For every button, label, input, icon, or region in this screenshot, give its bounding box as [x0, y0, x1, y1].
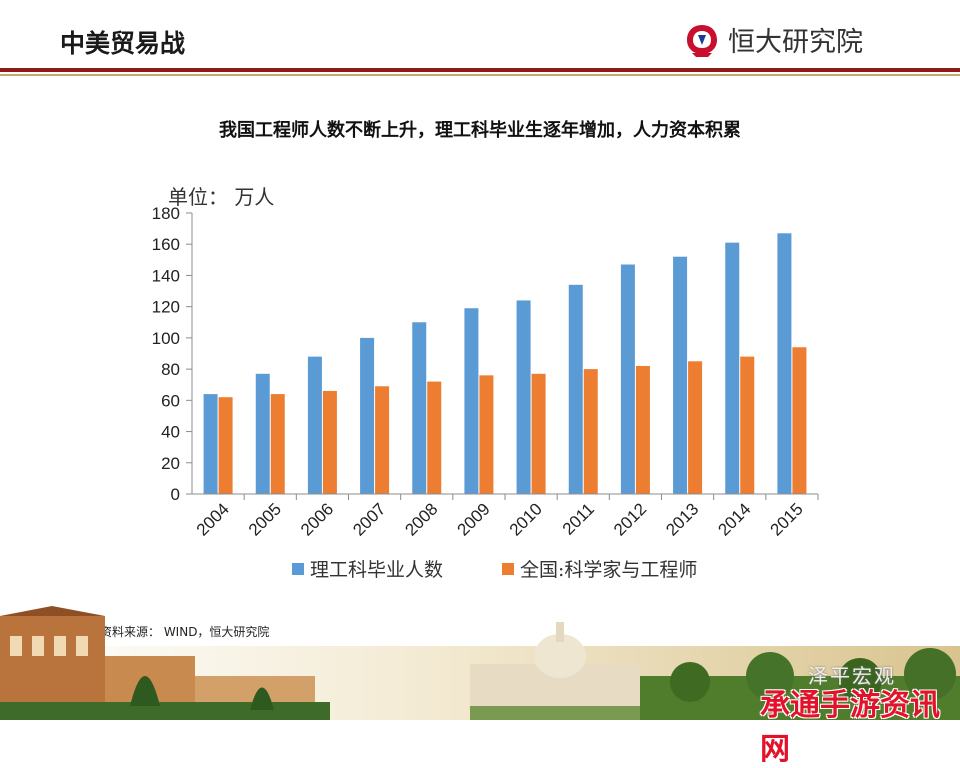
bar [307, 356, 322, 494]
x-axis: 2004 2005 2006 2007 2008 2009 2010 2011 2012 2013… [192, 493, 819, 540]
bar [464, 308, 479, 494]
bar [375, 386, 390, 494]
page-title: 中美贸易战 [60, 29, 186, 58]
legend-label: 全国:科学家与工程师 [520, 559, 697, 581]
y-tick-label: 40 [161, 423, 180, 442]
y-tick-label: 140 [152, 266, 180, 285]
capitol-image [470, 622, 660, 720]
x-tick-label: 2014 [714, 499, 754, 539]
header-rule-gold [0, 74, 960, 76]
bar [203, 394, 218, 494]
bar [255, 373, 270, 494]
legend-label: 理工科毕业人数 [310, 559, 443, 581]
watermark-site: 承通手游资讯网 [760, 688, 940, 767]
x-tick-label: 2015 [767, 499, 807, 539]
y-tick-label: 100 [152, 329, 180, 348]
x-tick-label: 2005 [245, 499, 285, 539]
bar [412, 322, 427, 494]
bar [635, 365, 650, 494]
bar [531, 373, 546, 494]
y-tick-label: 0 [171, 485, 180, 504]
y-tick-label: 80 [161, 360, 180, 379]
trees-right-image [640, 648, 960, 720]
bar [777, 233, 792, 495]
bar [673, 256, 688, 494]
brand-logo-icon [687, 24, 717, 57]
bar [792, 347, 807, 494]
y-tick-label: 180 [152, 204, 180, 223]
bar [322, 390, 337, 494]
chart-title: 我国工程师人数不断上升，理工科毕业生逐年增加，人力资本积累 [219, 120, 741, 141]
bar [688, 361, 703, 494]
y-axis: 0 20 40 60 80 100 120 140 160 180 [152, 204, 193, 504]
bar-series [203, 233, 807, 495]
x-tick-label: 2007 [349, 499, 389, 539]
bar [568, 284, 583, 494]
x-tick-label: 2013 [662, 499, 702, 539]
y-tick-label: 120 [152, 298, 180, 317]
y-tick-label: 160 [152, 235, 180, 254]
legend-swatch [292, 563, 304, 575]
palace-left-image [0, 606, 330, 720]
legend-swatch [502, 563, 514, 575]
footer-banner [0, 606, 960, 720]
bar [620, 264, 635, 494]
header-rule [0, 68, 960, 72]
source-note: 资料来源： WIND，恒大研究院 [100, 625, 270, 639]
bar [516, 300, 531, 494]
x-tick-label: 2008 [401, 499, 441, 539]
bar [218, 397, 233, 494]
watermark-channel: 泽平宏观 [808, 664, 896, 688]
x-tick-label: 2010 [506, 499, 546, 539]
brand-name: 恒大研究院 [728, 27, 863, 58]
y-tick-label: 20 [161, 454, 180, 473]
bar [725, 242, 740, 494]
bar [479, 375, 494, 494]
bar-chart: 单位： 万人 0 20 40 60 80 100 120 140 160 180 2004 2005… [152, 185, 819, 581]
bar [583, 369, 598, 494]
unit-label: 单位： 万人 [168, 185, 274, 209]
x-tick-label: 2011 [559, 499, 598, 538]
x-tick-label: 2004 [193, 499, 233, 539]
legend: 理工科毕业人数 全国:科学家与工程师 [292, 559, 697, 581]
bar [427, 381, 442, 494]
bar [270, 394, 285, 494]
bar [360, 337, 375, 494]
brand-logo: 恒大研究院 [684, 20, 863, 59]
x-tick-label: 2009 [454, 499, 494, 539]
x-tick-label: 2012 [610, 499, 650, 539]
bar [740, 356, 755, 494]
y-tick-label: 60 [161, 391, 180, 410]
x-tick-label: 2006 [297, 499, 337, 539]
